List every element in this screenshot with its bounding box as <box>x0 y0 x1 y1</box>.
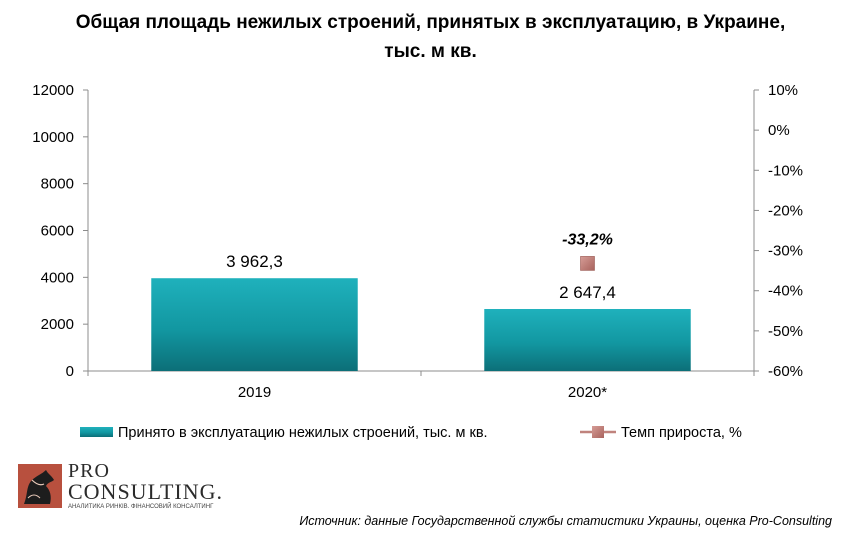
source-note: Источник: данные Государственной службы … <box>299 514 832 528</box>
logo-emblem-icon <box>18 464 62 508</box>
y-left-tick-label: 2000 <box>41 316 74 333</box>
y-left-tick-label: 0 <box>66 363 74 380</box>
y-right-tick-label: -10% <box>768 162 803 179</box>
pro-consulting-logo: PRO CONSULTING. АНАЛИТИКА РИНКІВ. ФІНАНС… <box>18 460 222 512</box>
y-right-tick-label: -40% <box>768 283 803 300</box>
chart-title: Общая площадь нежилых строений, принятых… <box>0 8 861 66</box>
logo-pro-text: PRO <box>68 460 110 482</box>
x-tick-label: 2020* <box>568 384 607 401</box>
y-right-tick-label: 0% <box>768 122 790 139</box>
y-right-tick-label: -60% <box>768 363 803 380</box>
y-left-tick-label: 10000 <box>32 129 74 146</box>
legend: Принято в эксплуатацию нежилых строений,… <box>80 425 742 441</box>
growth-data-label: -33,2% <box>562 231 613 248</box>
y-right-tick-label: 10% <box>768 82 798 99</box>
bar-data-label: 2 647,4 <box>559 283 616 302</box>
bar <box>484 309 691 371</box>
y-left-tick-label: 6000 <box>41 223 74 240</box>
y-left-tick-label: 4000 <box>41 269 74 286</box>
y-right-tick-label: -30% <box>768 243 803 260</box>
y-left-tick-label: 12000 <box>32 82 74 99</box>
x-tick-label: 2019 <box>238 384 271 401</box>
legend-marker-label: Темп прироста, % <box>621 425 742 441</box>
title-line-1: Общая площадь нежилых строений, принятых… <box>75 12 786 33</box>
chart: 0 2000 4000 6000 8000 10000 12000 -60% -50% -40% -… <box>32 82 803 441</box>
y-left-tick-label: 8000 <box>41 176 74 193</box>
bar <box>151 278 358 371</box>
logo-consulting-text: CONSULTING. <box>68 479 224 504</box>
growth-marker <box>580 256 595 271</box>
title-line-2: тыс. м кв. <box>384 41 477 62</box>
y-right-tick-label: -20% <box>768 202 803 219</box>
bars: 3 962,3 2 647,4 <box>151 252 691 371</box>
axes: 0 2000 4000 6000 8000 10000 12000 -60% -50% -40% -… <box>32 82 803 401</box>
legend-bar-swatch <box>80 427 113 437</box>
markers: -33,2% <box>562 231 613 271</box>
logo-tagline: АНАЛИТИКА РИНКІВ. ФІНАНСОВИЙ КОНСАЛТИНГ <box>68 504 214 510</box>
legend-marker-swatch <box>592 426 604 438</box>
bar-data-label: 3 962,3 <box>226 252 283 271</box>
y-right-tick-label: -50% <box>768 323 803 340</box>
legend-bar-label: Принято в эксплуатацию нежилых строений,… <box>118 425 488 441</box>
